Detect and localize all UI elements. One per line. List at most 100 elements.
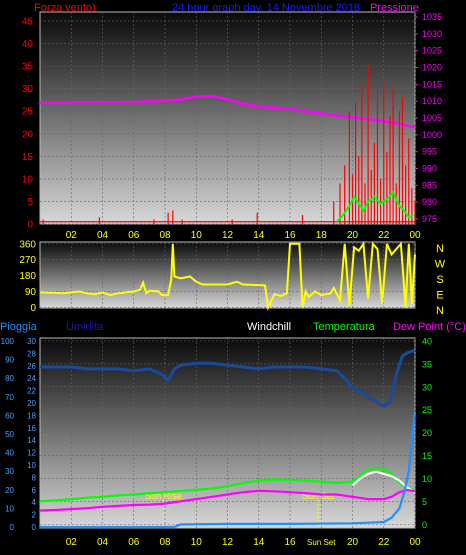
humidity-line	[40, 348, 416, 408]
wind-tick-label: 5	[27, 197, 33, 208]
rain-line	[40, 412, 417, 529]
pressure-tick-label: 1000	[422, 130, 442, 140]
pressure-tick-label: 975	[422, 214, 437, 224]
rain-tick-label: 16	[27, 424, 36, 433]
humidity-tick-label: 20	[5, 486, 14, 495]
top-x-axis: 02 04 06 08 10 12 14 16 18 20 22 00	[66, 230, 421, 241]
temperature-tick-label: 20	[422, 428, 432, 438]
bottom-x-tick-label: 06	[128, 537, 140, 548]
bottom-x-tick-label: 10	[191, 537, 203, 548]
top-x-tick-label: 20	[347, 230, 359, 241]
wind-tick-label: 0	[27, 220, 33, 231]
temperature-tick-label: 35	[422, 359, 432, 369]
humidity-tick-label: 50	[5, 430, 14, 439]
bottom-x-tick-label: Sun Set	[307, 538, 336, 547]
top-series	[40, 66, 416, 224]
pressure-tick-label: 1030	[422, 29, 442, 39]
sun-marker-label: Sun Rise	[145, 491, 182, 501]
wind-tick-label: 10	[22, 174, 34, 185]
wind-axis-title: Forza vento)	[34, 2, 96, 14]
bottom-x-tick-label: 04	[97, 537, 109, 548]
pressure-tick-label: 1005	[422, 113, 442, 123]
dewpoint-line	[39, 488, 416, 512]
rain-tick-label: 20	[27, 399, 36, 408]
rain-tick-label: 24	[27, 374, 36, 383]
direction-tick-label: 90	[25, 287, 37, 298]
temperature-tick-label: 25	[422, 405, 432, 415]
rain-tick-label: 26	[27, 362, 36, 371]
pressure-tick-label: 980	[422, 197, 437, 207]
top-x-tick-label: 14	[253, 230, 265, 241]
rain-tick-label: 30	[27, 337, 36, 346]
rain-tick-label: 8	[32, 473, 37, 482]
bottom-x-tick-label: 02	[66, 537, 78, 548]
wind-tick-label: 40	[22, 39, 34, 50]
rain-tick-label: 12	[27, 449, 36, 458]
wind-tick-label: 30	[22, 84, 34, 95]
temperature-tick-label: 40	[422, 337, 432, 347]
direction-tick-label: 180	[19, 271, 36, 282]
top-x-tick-label: 12	[222, 230, 234, 241]
pressure-axis-title: Pressione	[370, 2, 419, 14]
rain-tick-label: 2	[32, 511, 37, 520]
top-x-tick-label: 00	[409, 230, 421, 241]
humidity-tick-label: 0	[10, 523, 15, 532]
pressure-tick-label: 1020	[422, 63, 442, 73]
top-right-axis: 975 980 985 990 995 1000 1005 1010 1015 1020 1025 1…	[415, 12, 442, 224]
bottom-x-tick-label: 14	[253, 537, 265, 548]
pressure-tick-label: 995	[422, 147, 437, 157]
gust-line	[336, 190, 414, 223]
sun-marker-label: Sun Set	[302, 491, 335, 501]
bottom-x-tick-label: 16	[284, 537, 296, 548]
top-x-tick-label: 10	[191, 230, 203, 241]
pressure-tick-label: 1035	[422, 12, 442, 22]
dewpoint-title: Dew Point (°C)	[393, 321, 466, 333]
humidity-tick-label: 10	[5, 504, 14, 513]
wind-tick-label: 35	[22, 62, 34, 73]
rain-tick-label: 22	[27, 387, 36, 396]
middle-left-axis: 0 90 180 270 360	[19, 239, 36, 314]
rain-tick-label: 4	[32, 498, 37, 507]
direction-line	[39, 240, 416, 311]
wind-tick-label: 15	[22, 152, 34, 163]
direction-tick-label: 0	[30, 303, 36, 314]
windchill-line	[351, 470, 416, 494]
pressure-line	[40, 94, 416, 129]
bottom-x-tick-label: 12	[222, 537, 234, 548]
top-left-axis: 0 5 10 15 20 25 30 35 40 45	[22, 17, 34, 231]
wind-tick-label: 20	[22, 129, 34, 140]
compass-label: N	[436, 305, 444, 317]
top-x-tick-label: 04	[97, 230, 109, 241]
humidity-axis: 0 10 20 30 40 50 60 70 80 90 100	[1, 337, 15, 532]
bottom-x-tick-label: 22	[378, 537, 390, 548]
rain-tick-label: 28	[27, 349, 36, 358]
compass-label: W	[435, 259, 446, 271]
temperature-tick-label: 0	[422, 520, 427, 530]
humidity-tick-label: 70	[5, 393, 14, 402]
temperature-tick-label: 5	[422, 497, 427, 507]
bottom-x-tick-label: 20	[347, 537, 359, 548]
humidity-tick-label: 30	[5, 467, 14, 476]
rain-tick-label: 18	[27, 411, 36, 420]
top-x-tick-label: 02	[66, 230, 78, 241]
compass-label: E	[436, 290, 443, 302]
bottom-x-tick-label: 00	[409, 537, 421, 548]
compass-label: N	[436, 243, 444, 255]
pressure-tick-label: 985	[422, 180, 437, 190]
bottom-series	[39, 348, 417, 529]
middle-series	[39, 240, 416, 311]
pressure-tick-label: 1010	[422, 96, 442, 106]
rain-tick-label: 6	[32, 486, 37, 495]
top-x-tick-label: 08	[159, 230, 171, 241]
direction-tick-label: 270	[19, 255, 36, 266]
pressure-tick-label: 990	[422, 163, 437, 173]
humidity-tick-label: 90	[5, 356, 14, 365]
pressure-tick-label: 1015	[422, 79, 442, 89]
temperature-tick-label: 15	[422, 451, 432, 461]
humidity-axis-title: Umidita	[66, 321, 104, 333]
temperature-line	[39, 468, 416, 503]
